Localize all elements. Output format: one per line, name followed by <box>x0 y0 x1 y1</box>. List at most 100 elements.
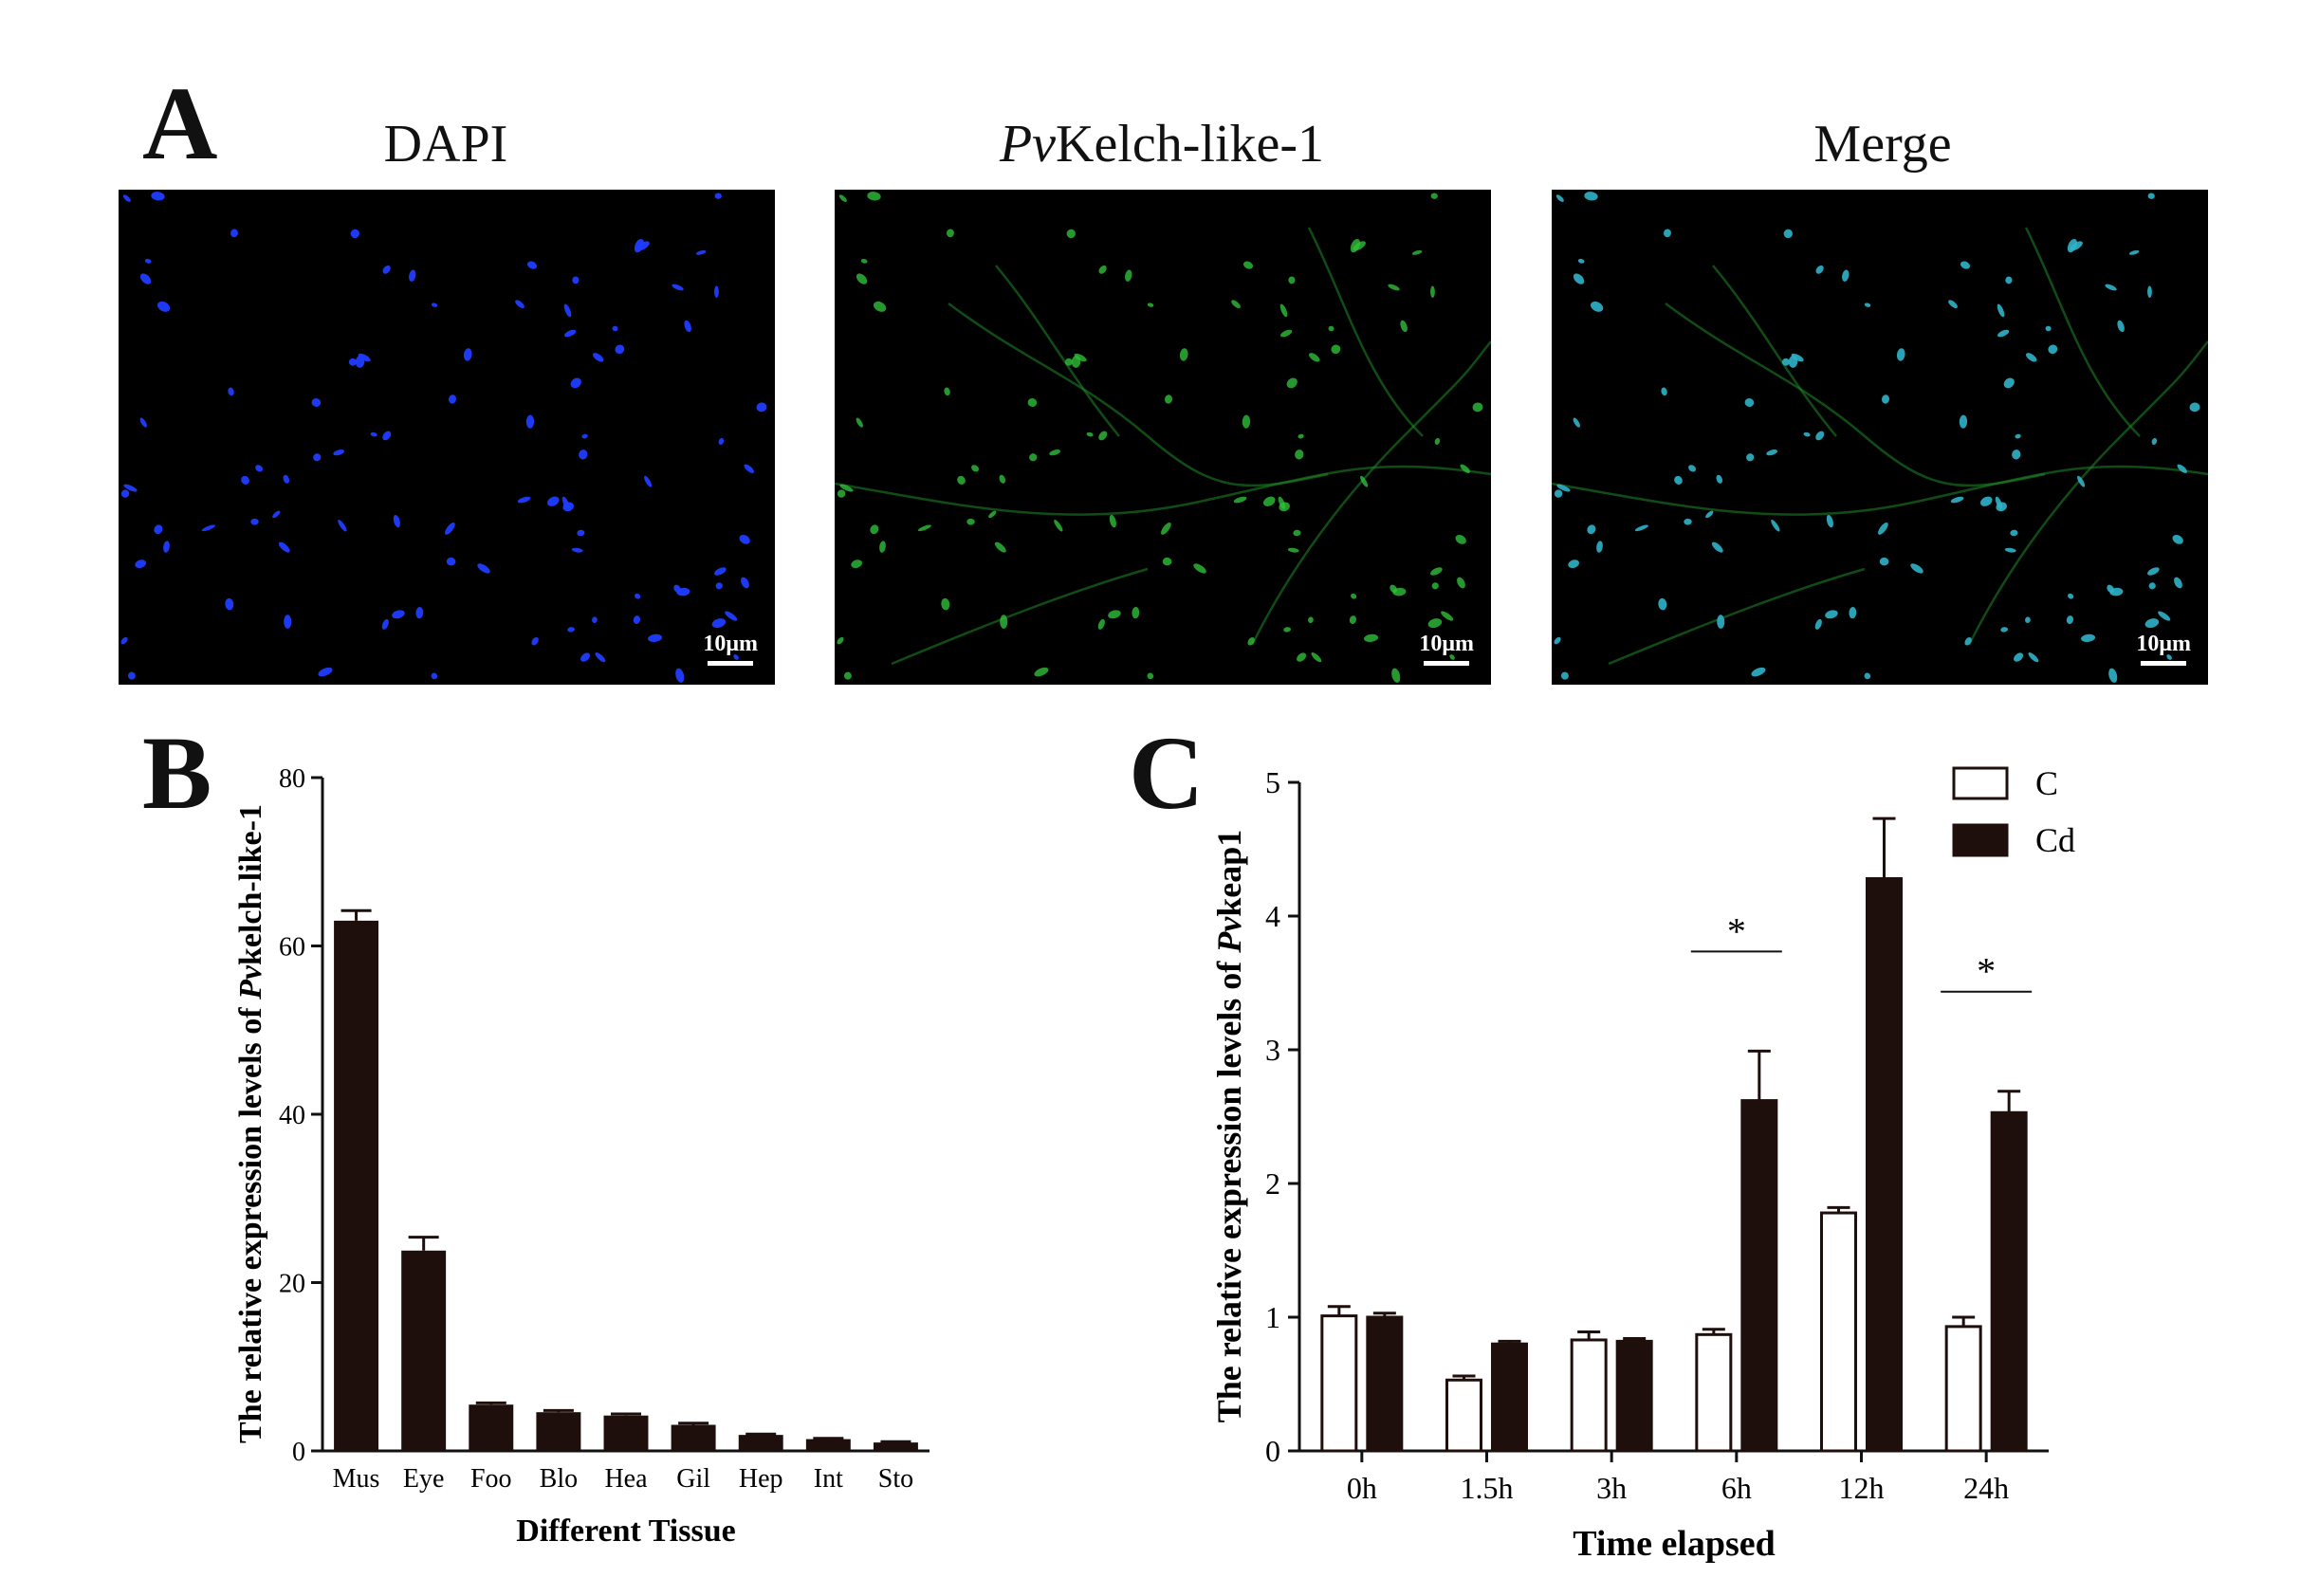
x-tick-label: Foo <box>470 1464 512 1494</box>
nucleus-dot <box>1280 329 1293 338</box>
nucleus-dot <box>1283 627 1291 633</box>
nucleus-dot <box>2177 464 2187 473</box>
nucleus-dot <box>370 431 377 437</box>
scale-bar: 10μm <box>2136 632 2191 666</box>
scale-bar-line <box>2141 661 2187 666</box>
y-tick-label: 80 <box>279 764 305 794</box>
nucleus-dot <box>711 618 727 629</box>
x-tick-label: 12h <box>1839 1471 1885 1505</box>
nucleus-dot <box>1555 194 1564 202</box>
nucleus-dot <box>154 524 163 535</box>
nucleus-dot <box>1766 449 1778 456</box>
nucleus-dot <box>1125 269 1132 282</box>
nucleus-dot <box>2068 593 2074 599</box>
nucleus-dot <box>1455 534 1466 544</box>
nucleus-dot <box>1688 465 1697 472</box>
nucleus-dot <box>2172 534 2183 544</box>
nucleus-dot <box>1460 464 1470 473</box>
bar <box>536 1412 581 1451</box>
nucleus-dot <box>135 560 146 568</box>
nucleus-dot <box>163 541 170 553</box>
nucleus-dot <box>1098 265 1107 274</box>
bar <box>1990 1110 2028 1453</box>
nucleus-dot <box>1864 303 1871 307</box>
nucleus-dot <box>2148 582 2156 590</box>
nucleus-dot <box>615 344 625 355</box>
scale-label: 10μm <box>2136 632 2191 656</box>
nucleus-dot <box>1584 192 1598 201</box>
nucleus-dot <box>714 193 722 199</box>
nucleus-dot <box>635 593 641 599</box>
nucleus-dot <box>564 329 577 338</box>
bar <box>873 1442 918 1451</box>
y-tick-label: 2 <box>1265 1166 1280 1201</box>
fiber-line <box>1250 340 1491 646</box>
nucleus-dot <box>1560 671 1569 680</box>
bar <box>1866 877 1903 1453</box>
nucleus-dot <box>856 417 863 428</box>
y-tick-label: 0 <box>292 1438 305 1467</box>
nucleus-dot <box>1430 285 1435 298</box>
nucleus-dot <box>250 518 259 525</box>
nucleus-dot <box>1573 417 1580 428</box>
nucleus-dot <box>156 301 171 312</box>
y-axis-label-italic: Pv <box>1210 916 1248 954</box>
nucleus-dot <box>127 671 136 680</box>
bar <box>738 1435 783 1451</box>
nucleus-dot <box>567 627 575 633</box>
fiber-line <box>835 465 1491 516</box>
nucleus-dot <box>577 529 585 537</box>
nucleus-dot <box>1097 618 1105 630</box>
nucleus-dot <box>355 356 365 368</box>
nucleus-dot <box>1950 496 1964 504</box>
nucleus-dot <box>1328 325 1334 332</box>
nucleus-dot <box>1711 541 1723 553</box>
nucleus-dot <box>837 489 846 498</box>
nucleus-dot <box>1066 229 1076 239</box>
nucleus-dot <box>1430 567 1443 576</box>
nucleus-dot <box>957 475 966 485</box>
nucleus-dot <box>1295 449 1304 460</box>
nucleus-dot <box>1027 398 1038 408</box>
nucleus-dot <box>714 285 719 298</box>
nucleus-dot <box>572 276 580 284</box>
nucleus-dot <box>1298 433 1304 439</box>
bar <box>469 1404 514 1451</box>
nucleus-dot <box>1147 672 1154 680</box>
nucleus-dot <box>1661 387 1667 396</box>
nucleus-dot <box>944 387 950 396</box>
scale-bar-line <box>708 661 754 666</box>
nucleus-dot <box>2010 529 2018 537</box>
nucleus-dot <box>120 636 128 645</box>
nucleus-dot <box>1351 593 1357 599</box>
fiber-line <box>1712 265 1837 437</box>
panel-a-letter: A <box>142 65 218 181</box>
nucleus-dot <box>1684 518 1692 525</box>
nucleus-dot <box>2105 284 2117 291</box>
nucleus-dot <box>1364 633 1379 643</box>
nucleus-dot <box>144 258 152 264</box>
nucleus-dot <box>2151 437 2158 445</box>
nucleus-dot <box>1556 484 1571 492</box>
y-axis-label: The relative expression levels of Pvkeap… <box>1210 830 1248 1423</box>
panel-b-letter: B <box>142 715 212 831</box>
nucleus-dot <box>684 320 691 333</box>
nucleus-dot <box>515 300 525 309</box>
nucleus-dot <box>672 284 684 291</box>
nucleus-dot <box>2144 618 2160 629</box>
nucleus-dot <box>230 229 238 238</box>
nucleus-dot <box>1049 449 1061 456</box>
x-tick-label: 0h <box>1347 1471 1377 1505</box>
nucleus-dot <box>562 502 574 512</box>
nucleus-dot <box>1449 654 1455 660</box>
x-tick-label: Gil <box>676 1464 710 1494</box>
nucleus-dot <box>1826 514 1833 528</box>
fiber-line <box>1967 340 2208 646</box>
nucleus-dot <box>2003 377 2015 389</box>
nucleus-dot <box>1674 475 1683 485</box>
nucleus-dot <box>1803 431 1811 437</box>
dapi-title: DAPI <box>383 115 508 174</box>
nucleus-dot <box>612 325 618 332</box>
nucleus-dot <box>1910 563 1923 574</box>
nucleus-dot <box>1297 652 1307 662</box>
